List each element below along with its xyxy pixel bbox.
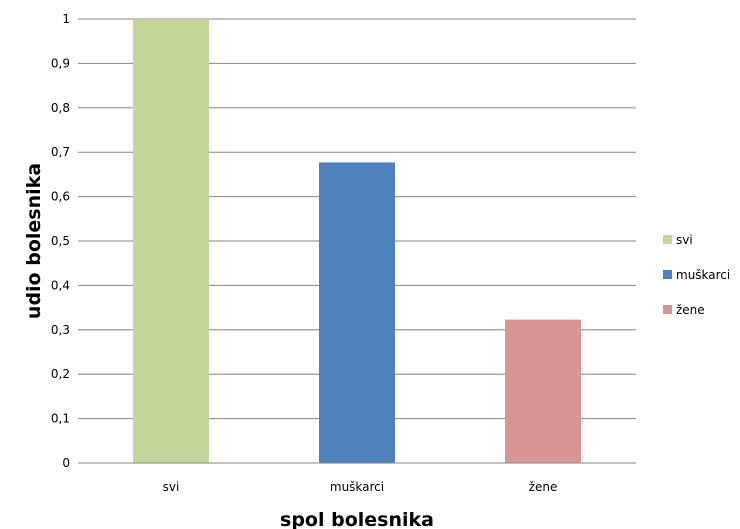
x-tick-labels: svi muškarci žene — [163, 480, 558, 494]
legend-swatch — [663, 270, 672, 279]
legend-label: svi — [676, 233, 693, 247]
bars — [133, 19, 581, 464]
legend-swatch — [663, 305, 672, 314]
y-tick-label: 0,7 — [51, 145, 70, 159]
legend: svi muškarci žene — [663, 233, 730, 317]
legend-label: muškarci — [676, 268, 730, 282]
x-tick-label: muškarci — [330, 480, 384, 494]
y-tick-label: 0,9 — [51, 56, 70, 70]
x-tick-label: svi — [163, 480, 180, 494]
x-axis-title: spol bolesnika — [280, 509, 434, 529]
bar-3 — [505, 319, 581, 463]
y-tick-label: 0,6 — [51, 190, 70, 204]
y-tick-label: 0,2 — [51, 367, 70, 381]
bar-1 — [133, 19, 209, 463]
bar-2 — [319, 162, 395, 464]
legend-swatch — [663, 235, 672, 244]
y-tick-label: 0 — [62, 456, 70, 470]
y-tick-label: 1 — [62, 12, 70, 26]
y-tick-labels: 0 0,1 0,2 0,3 0,4 0,5 0,6 0,7 0,8 0,9 1 — [51, 12, 70, 470]
y-tick-label: 0,4 — [51, 278, 70, 292]
y-tick-label: 0,3 — [51, 323, 70, 337]
legend-label: žene — [676, 303, 705, 317]
y-tick-label: 0,1 — [51, 412, 70, 426]
y-tick-label: 0,5 — [51, 234, 70, 248]
y-tick-label: 0,8 — [51, 101, 70, 115]
y-axis-title: udio bolesnika — [23, 163, 45, 319]
x-tick-label: žene — [529, 480, 558, 494]
